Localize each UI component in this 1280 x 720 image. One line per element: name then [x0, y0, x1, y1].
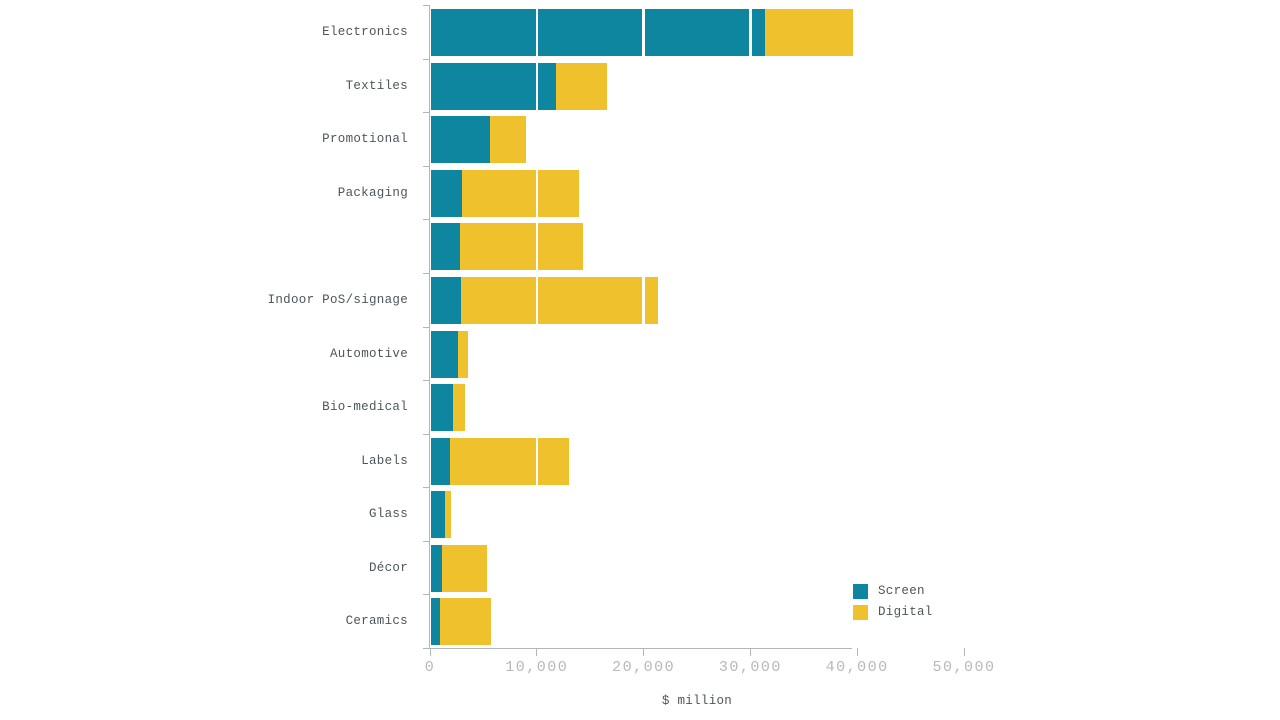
- category-label: Automotive: [329, 346, 408, 361]
- x-tick-label: 50,000: [932, 659, 996, 676]
- x-tick-label: 10,000: [505, 659, 569, 676]
- x-tick-label: 0: [424, 659, 436, 676]
- x-tick-label: 40,000: [825, 659, 889, 676]
- x-axis-tick: [749, 648, 751, 656]
- bar-segment-digital: [453, 384, 466, 432]
- category-label: Textiles: [345, 78, 408, 93]
- y-axis-tick: [423, 165, 429, 167]
- category-label: Indoor PoS/signage: [267, 292, 408, 307]
- legend-label: Digital: [878, 605, 933, 619]
- category-label: Glass: [368, 507, 408, 522]
- x-axis-tick: [536, 648, 538, 656]
- bar-segment-digital: [459, 223, 583, 271]
- x-tick-label: 30,000: [718, 659, 782, 676]
- bar-segment-digital: [440, 598, 492, 646]
- x-axis-tick: [429, 648, 431, 656]
- y-axis-line: [429, 5, 430, 649]
- bar-segment-digital: [765, 9, 853, 56]
- bar-segment-screen: [431, 544, 442, 592]
- bar-segment-screen: [431, 223, 460, 271]
- y-axis-tick: [423, 5, 429, 6]
- bar-segment-screen: [431, 330, 458, 378]
- y-axis-tick: [423, 58, 429, 60]
- y-axis-tick: [423, 272, 429, 274]
- legend-label: Screen: [878, 584, 925, 598]
- bar-segment-screen: [431, 437, 451, 485]
- x-tick-label: 20,000: [612, 659, 676, 676]
- category-label: Electronics: [322, 25, 408, 39]
- bar-segment-screen: [431, 598, 441, 646]
- y-axis-tick: [423, 540, 429, 542]
- y-axis-tick: [423, 648, 429, 649]
- legend-item: Digital: [853, 605, 933, 620]
- bar-segment-screen: [431, 384, 454, 432]
- x-axis-tick: [643, 648, 645, 656]
- bar-segment-digital: [450, 437, 569, 485]
- bar-segment-screen: [431, 116, 490, 164]
- bar-segment-screen: [431, 491, 445, 539]
- x-axis-tick: [856, 648, 858, 656]
- y-axis-tick: [423, 433, 429, 435]
- category-label: Packaging: [337, 185, 408, 200]
- legend-swatch-screen: [853, 584, 868, 599]
- legend-item: Screen: [853, 584, 933, 599]
- y-axis-tick: [423, 380, 429, 382]
- category-label: Ceramics: [345, 614, 408, 629]
- bar-segment-screen: [431, 62, 556, 110]
- category-label: Bio-medical: [322, 400, 408, 415]
- bar-segment-screen: [431, 276, 461, 324]
- bar-segment-digital: [461, 169, 580, 217]
- x-axis-line: [429, 648, 852, 649]
- y-axis-tick: [423, 594, 429, 596]
- gridline: [962, 5, 966, 648]
- bar-segment-digital: [457, 330, 468, 378]
- bar-segment-screen: [431, 169, 462, 217]
- gridline: [855, 5, 859, 648]
- bar-segment-digital: [489, 116, 527, 164]
- legend: Screen Digital: [853, 584, 933, 626]
- x-axis-tick: [963, 648, 965, 656]
- y-axis-tick: [423, 326, 429, 328]
- y-axis-tick: [423, 487, 429, 489]
- bar-segment-digital: [460, 276, 659, 324]
- y-axis-tick: [423, 112, 429, 114]
- gridline: [535, 5, 539, 648]
- y-axis-tick: [423, 219, 429, 221]
- category-label: Labels: [361, 453, 408, 468]
- bar-segment-screen: [431, 9, 766, 56]
- legend-swatch-digital: [853, 605, 868, 620]
- category-label: Décor: [368, 560, 408, 575]
- x-axis-title: $ million: [661, 694, 733, 708]
- category-label: Promotional: [322, 132, 408, 147]
- gridline: [642, 5, 645, 648]
- bar-segment-digital: [441, 544, 487, 592]
- category-label: [0, 223, 408, 270]
- gridline: [749, 5, 752, 648]
- bar-segment-digital: [555, 62, 608, 110]
- bar-segment-digital: [444, 491, 451, 539]
